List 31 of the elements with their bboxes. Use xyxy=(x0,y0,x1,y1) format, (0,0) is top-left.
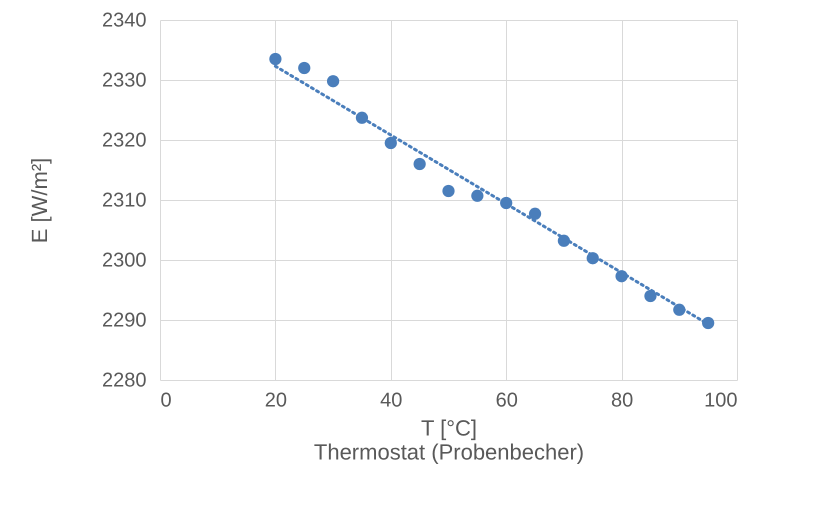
x-tick-label: 20 xyxy=(264,390,288,412)
x-axis-title: T [°C] Thermostat (Probenbecher) xyxy=(314,416,584,464)
y-tick-label: 2290 xyxy=(102,310,146,332)
x-tick-label: 80 xyxy=(610,390,634,412)
point xyxy=(586,252,599,264)
point xyxy=(326,75,340,88)
point xyxy=(471,190,484,202)
y-axis-title: E [W/m²] xyxy=(27,158,52,244)
x-tick-label: 60 xyxy=(496,390,518,412)
x-tick-label: 40 xyxy=(380,390,402,412)
x-tick-label: 0 xyxy=(160,390,172,412)
point xyxy=(442,184,455,198)
y-tick-label: 2340 xyxy=(102,10,146,32)
y-tick-label: 2320 xyxy=(102,130,146,152)
x-tick-label: 100 xyxy=(704,390,738,412)
point xyxy=(414,158,426,170)
y-tick-label: 2300 xyxy=(102,250,146,272)
point xyxy=(269,52,282,66)
y-tick-label: 2330 xyxy=(102,70,146,92)
point xyxy=(298,62,310,74)
point xyxy=(528,208,542,220)
point xyxy=(558,234,570,247)
point xyxy=(702,316,714,330)
y-tick-label: 2310 xyxy=(102,190,146,212)
point xyxy=(673,304,686,316)
point xyxy=(384,136,397,150)
y-tick-label: 2280 xyxy=(102,370,146,392)
point xyxy=(644,290,657,302)
point xyxy=(356,112,368,124)
point xyxy=(500,196,512,210)
point xyxy=(615,270,628,282)
